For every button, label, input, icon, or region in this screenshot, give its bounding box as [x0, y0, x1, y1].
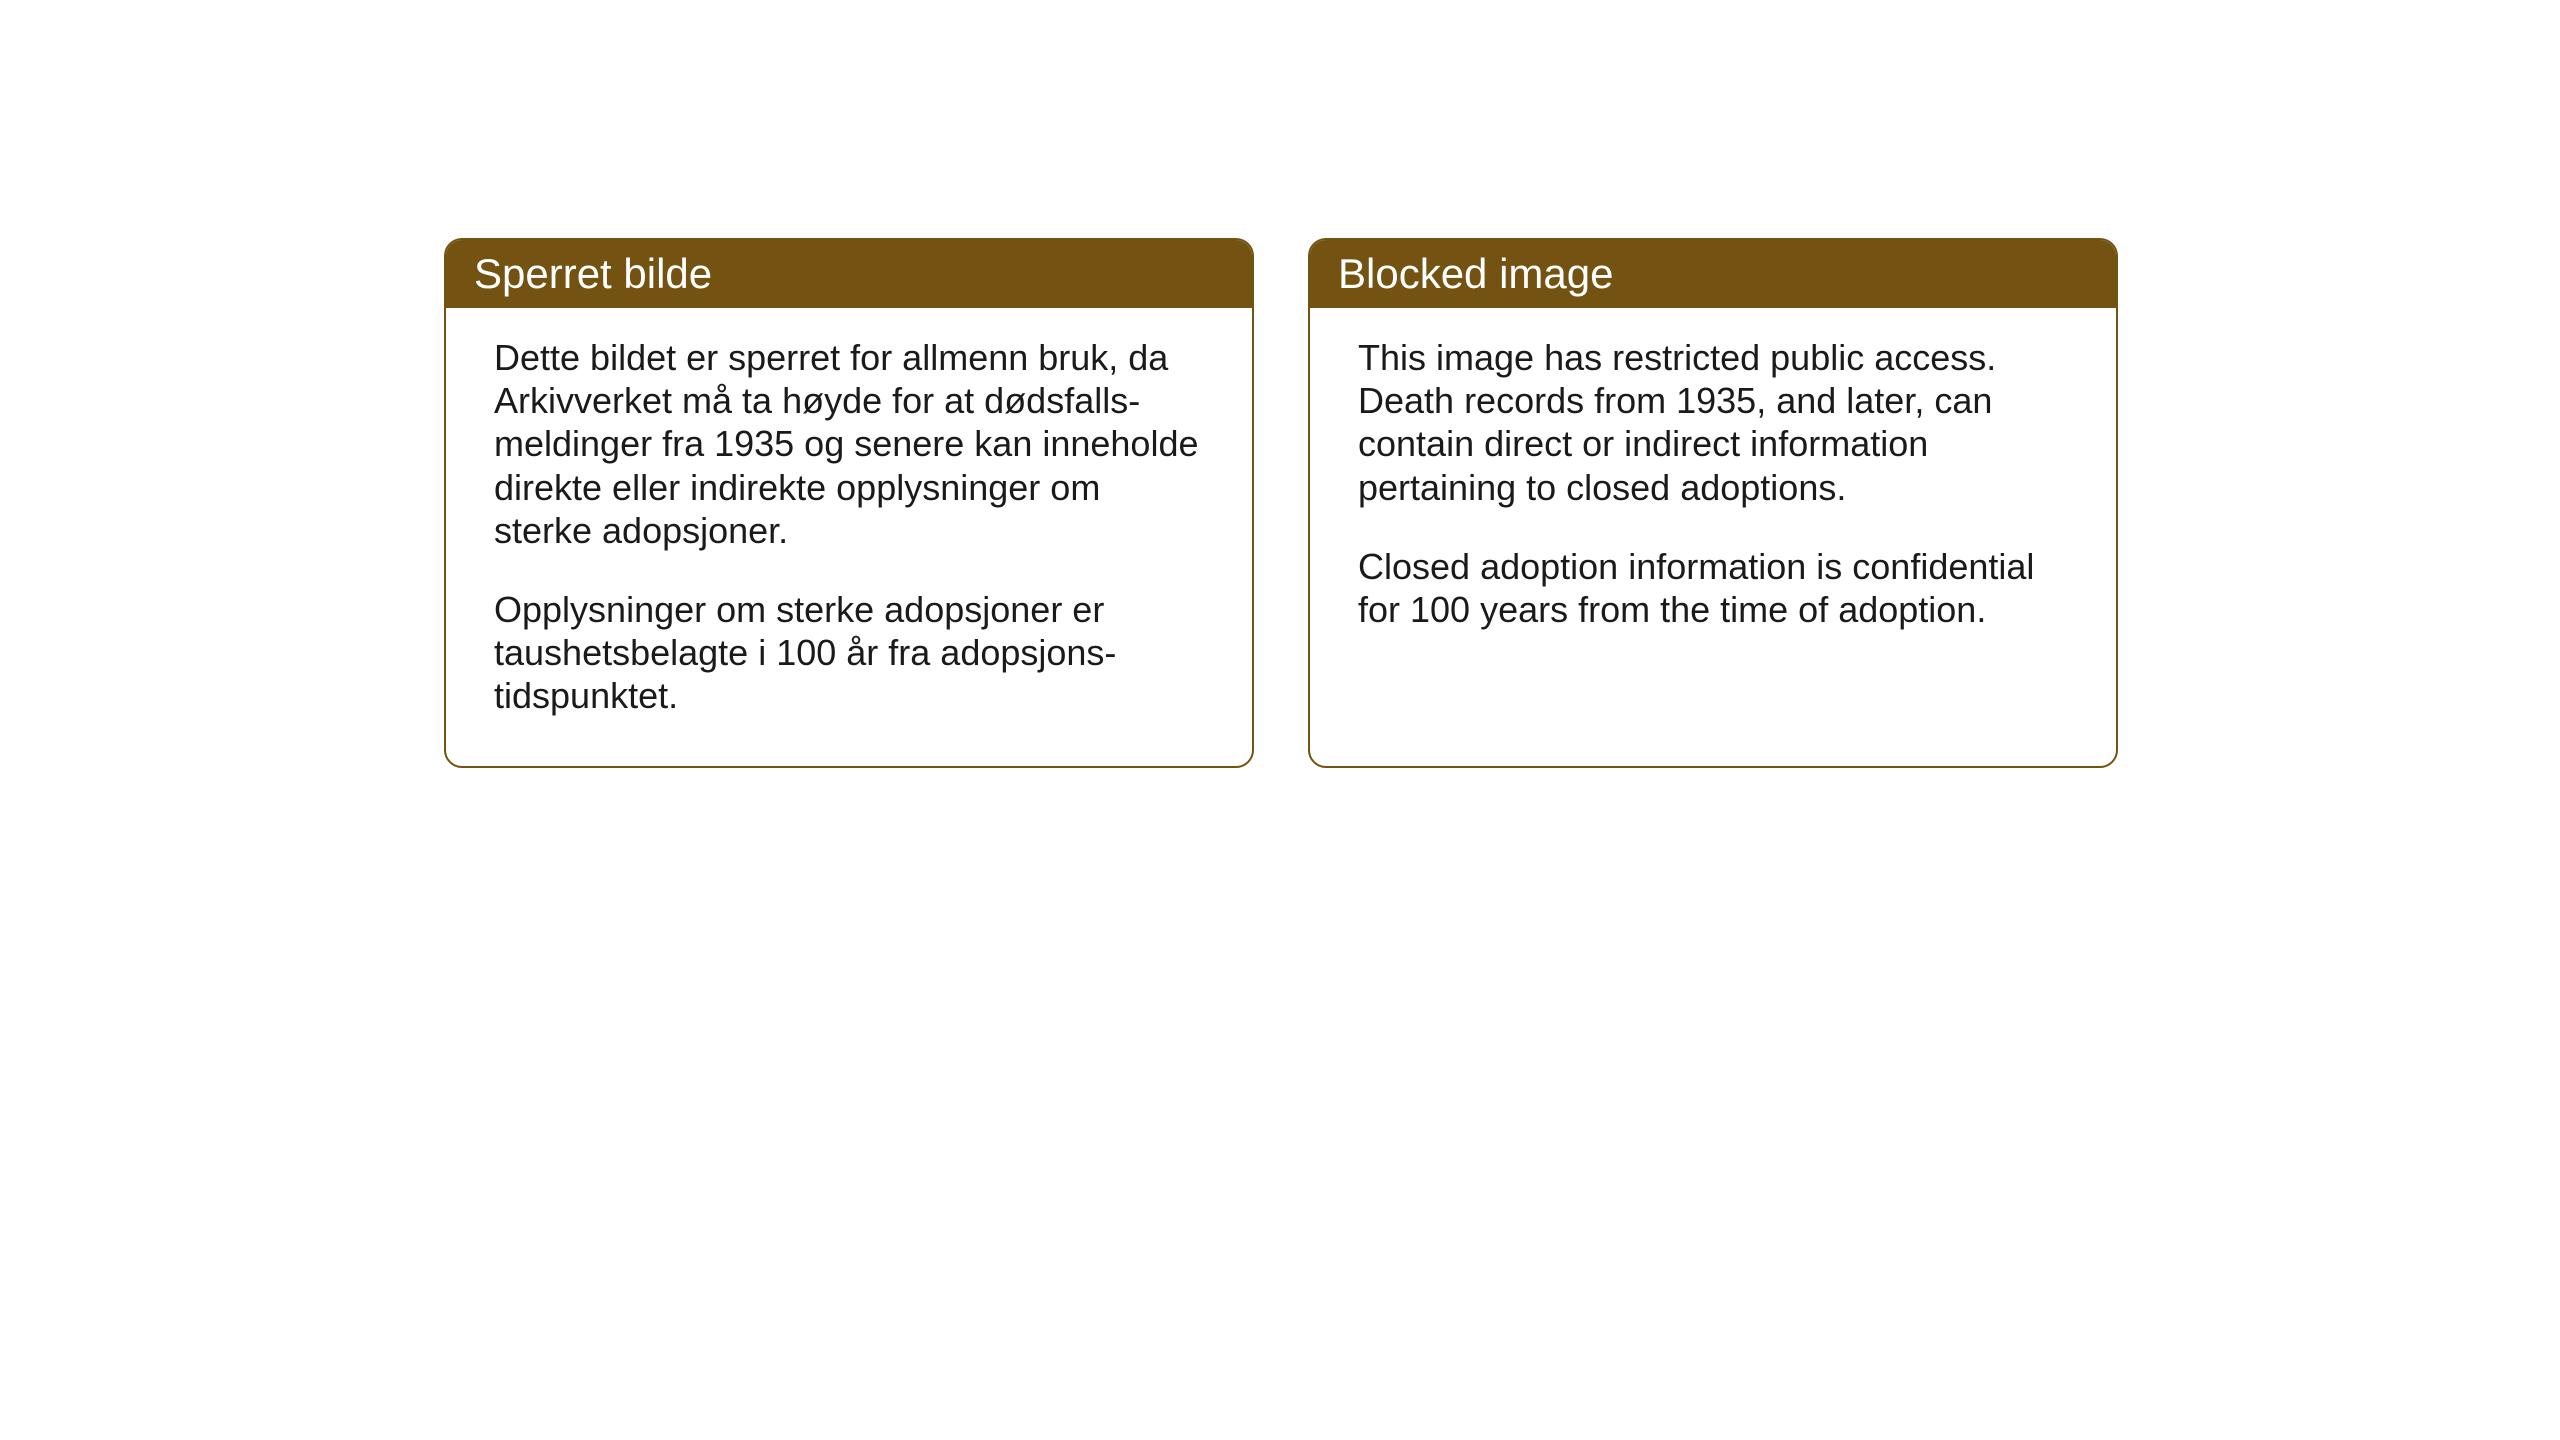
- english-notice-card: Blocked image This image has restricted …: [1308, 238, 2118, 768]
- notice-container: Sperret bilde Dette bildet er sperret fo…: [444, 238, 2118, 768]
- norwegian-card-title: Sperret bilde: [446, 240, 1252, 308]
- english-card-body: This image has restricted public access.…: [1310, 308, 2116, 679]
- norwegian-paragraph-1: Dette bildet er sperret for allmenn bruk…: [494, 336, 1204, 552]
- norwegian-notice-card: Sperret bilde Dette bildet er sperret fo…: [444, 238, 1254, 768]
- english-paragraph-2: Closed adoption information is confident…: [1358, 545, 2068, 631]
- norwegian-paragraph-2: Opplysninger om sterke adopsjoner er tau…: [494, 588, 1204, 718]
- norwegian-card-body: Dette bildet er sperret for allmenn bruk…: [446, 308, 1252, 766]
- english-paragraph-1: This image has restricted public access.…: [1358, 336, 2068, 509]
- english-card-title: Blocked image: [1310, 240, 2116, 308]
